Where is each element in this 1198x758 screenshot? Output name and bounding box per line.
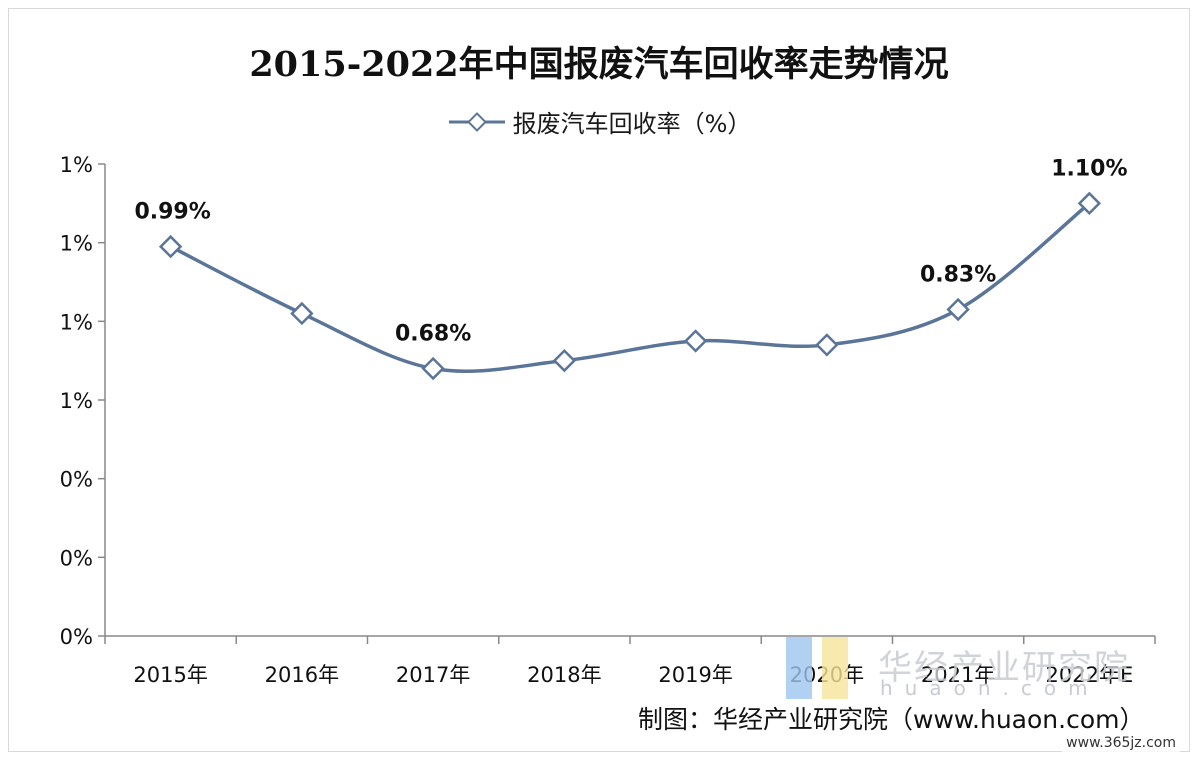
chart-title: 2015-2022年中国报废汽车回收率走势情况 (249, 44, 949, 85)
x-tick-label: 2015年 (133, 663, 207, 687)
site-tag: www.365jz.com (1062, 734, 1180, 752)
chart-frame (8, 8, 1190, 752)
source-note: 制图：华经产业研究院（www.huaon.com） (638, 705, 1145, 734)
axes (104, 164, 1155, 637)
y-tick-label: 1% (60, 153, 93, 177)
y-tick-label: 0% (60, 468, 93, 492)
watermark-logo-blue (786, 637, 812, 699)
x-tick-label: 2022年E (1046, 663, 1134, 687)
y-tick-label: 0% (60, 546, 93, 570)
watermark-sub: huaon.com (880, 676, 1100, 700)
data-point-marker (815, 333, 839, 357)
legend-marker-icon (448, 111, 505, 132)
y-tick-label: 1% (60, 389, 93, 413)
series-markers (158, 191, 1102, 381)
watermark-text: 华经产业研究院 (878, 648, 1130, 688)
y-axis-ticks: 0% 0% 0% 1% 1% 1% 1% (60, 153, 105, 649)
y-tick-label: 0% (60, 625, 93, 649)
data-label: 0.68% (395, 322, 471, 347)
y-tick-label: 1% (60, 232, 93, 256)
watermark-logo-yellow (822, 637, 848, 699)
data-label: 0.83% (920, 263, 996, 288)
data-point-marker (946, 297, 970, 322)
data-point-marker (1077, 191, 1102, 216)
data-point-marker (552, 348, 577, 373)
x-tick-label: 2019年 (658, 663, 732, 687)
x-tick-label: 2021年 (921, 663, 995, 687)
legend-label: 报废汽车回收率（%） (512, 110, 752, 138)
data-point-marker (158, 234, 183, 259)
data-point-marker (683, 329, 708, 353)
data-label: 0.99% (134, 200, 210, 225)
data-labels: 0.99% 0.68% 0.83% 1.10% (134, 156, 1127, 346)
x-tick-label: 2017年 (396, 663, 470, 687)
x-tick-label: 2018年 (527, 663, 601, 687)
legend: 报废汽车回收率（%） (0, 104, 1198, 139)
x-tick-label: 2016年 (265, 663, 339, 687)
y-tick-label: 1% (60, 310, 93, 334)
data-point-marker (290, 301, 314, 326)
data-point-marker (421, 356, 445, 381)
data-label: 1.10% (1051, 156, 1127, 181)
